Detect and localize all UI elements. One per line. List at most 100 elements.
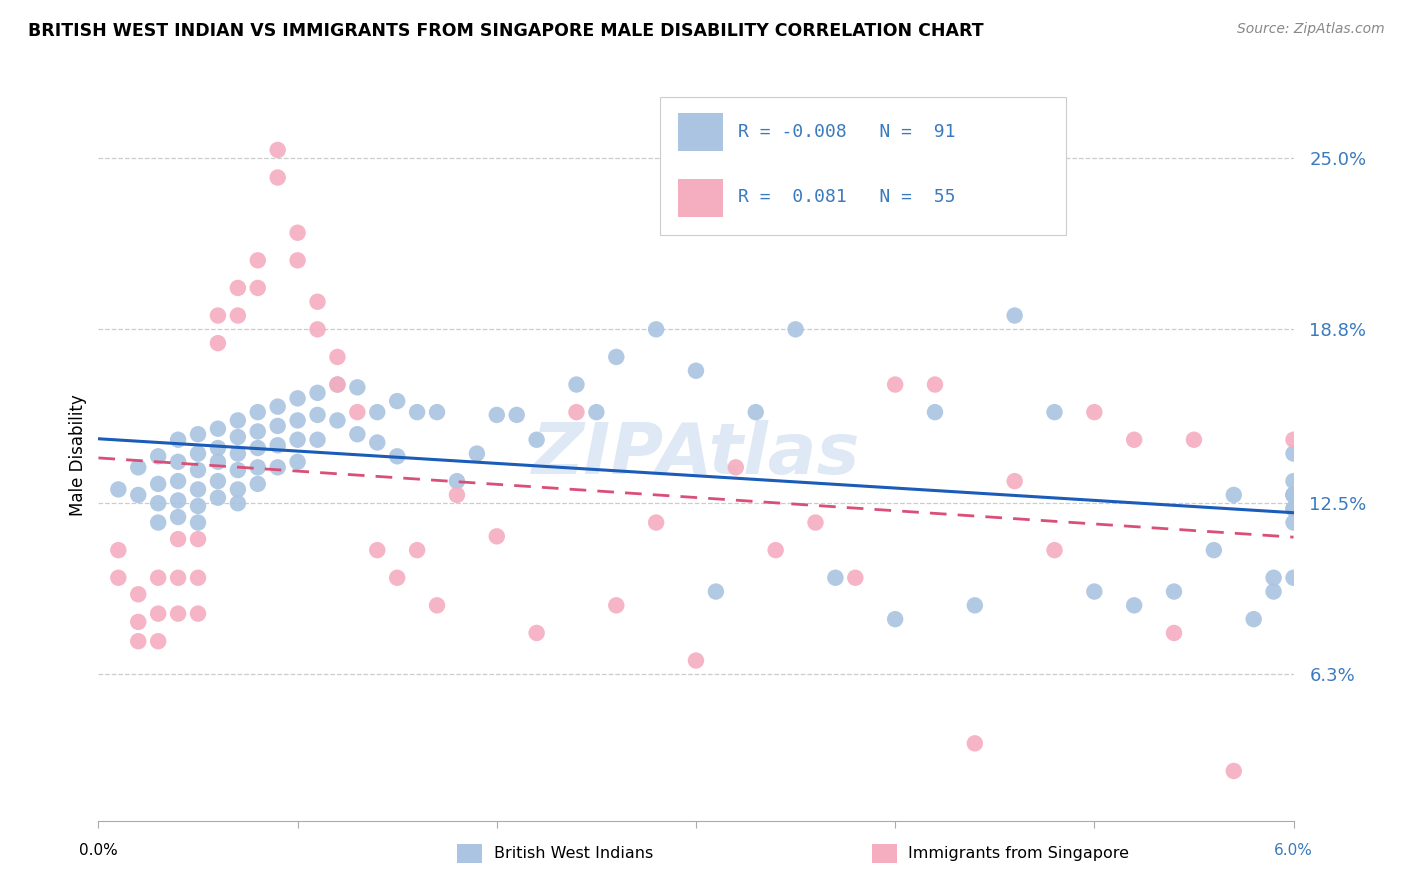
Point: [207, 422, 229, 436]
Point: [1163, 584, 1185, 599]
Point: [924, 377, 946, 392]
Point: [406, 543, 429, 558]
Point: [127, 634, 149, 648]
Point: [824, 571, 846, 585]
Point: [167, 493, 190, 508]
Point: [605, 599, 627, 613]
Text: ZIPAtlas: ZIPAtlas: [531, 420, 860, 490]
Point: [226, 483, 249, 497]
Point: [287, 253, 309, 268]
Point: [267, 400, 290, 414]
Point: [167, 571, 190, 585]
Point: [226, 463, 249, 477]
Point: [207, 455, 229, 469]
Point: [187, 446, 209, 460]
Point: [267, 419, 290, 434]
Point: [1004, 309, 1026, 323]
Point: [1223, 488, 1246, 502]
Point: [565, 377, 588, 392]
Point: [148, 634, 170, 648]
Point: [1123, 599, 1146, 613]
Point: [226, 496, 249, 510]
Point: [1004, 474, 1026, 488]
Point: [267, 170, 290, 185]
Point: [127, 488, 149, 502]
Point: [326, 350, 349, 364]
Text: British West Indians: British West Indians: [494, 847, 652, 861]
Point: [1282, 488, 1305, 502]
Point: [187, 571, 209, 585]
Point: [307, 408, 329, 422]
Point: [326, 413, 349, 427]
Point: [1083, 584, 1105, 599]
Point: [287, 455, 309, 469]
Point: [745, 405, 768, 419]
FancyBboxPatch shape: [678, 113, 724, 152]
Point: [506, 408, 529, 422]
Text: 6.0%: 6.0%: [1274, 843, 1313, 858]
Point: [884, 377, 907, 392]
Point: [148, 450, 170, 464]
Point: [884, 612, 907, 626]
Point: [804, 516, 827, 530]
Point: [426, 599, 449, 613]
Point: [267, 143, 290, 157]
Point: [1223, 764, 1246, 778]
Point: [187, 463, 209, 477]
Point: [1043, 405, 1066, 419]
Point: [426, 405, 449, 419]
Point: [148, 571, 170, 585]
Point: [246, 476, 269, 491]
Point: [1263, 584, 1285, 599]
Point: [148, 476, 170, 491]
Point: [187, 516, 209, 530]
Point: [1202, 543, 1225, 558]
Point: [1123, 433, 1146, 447]
Point: [1282, 501, 1305, 516]
Point: [605, 350, 627, 364]
Point: [107, 483, 129, 497]
Y-axis label: Male Disability: Male Disability: [69, 394, 87, 516]
Point: [107, 543, 129, 558]
Text: Source: ZipAtlas.com: Source: ZipAtlas.com: [1237, 22, 1385, 37]
Point: [406, 405, 429, 419]
Point: [226, 430, 249, 444]
Point: [385, 450, 409, 464]
Point: [307, 294, 329, 309]
Point: [207, 441, 229, 455]
Point: [226, 413, 249, 427]
Point: [187, 532, 209, 546]
Point: [1282, 516, 1305, 530]
Point: [127, 615, 149, 629]
Point: [645, 322, 668, 336]
Point: [526, 626, 548, 640]
Point: [1243, 612, 1265, 626]
Point: [785, 322, 807, 336]
Point: [385, 571, 409, 585]
Point: [246, 253, 269, 268]
FancyBboxPatch shape: [678, 179, 724, 218]
Point: [287, 413, 309, 427]
FancyBboxPatch shape: [661, 96, 1067, 235]
Point: [207, 491, 229, 505]
Point: [267, 438, 290, 452]
Point: [485, 408, 508, 422]
Point: [366, 405, 388, 419]
Point: [1282, 488, 1305, 502]
Point: [187, 427, 209, 442]
Point: [366, 435, 388, 450]
Point: [167, 532, 190, 546]
Point: [565, 405, 588, 419]
Point: [287, 392, 309, 406]
Point: [287, 226, 309, 240]
Point: [127, 460, 149, 475]
Point: [167, 607, 190, 621]
Point: [963, 599, 986, 613]
Point: [246, 405, 269, 419]
Point: [844, 571, 866, 585]
Point: [187, 483, 209, 497]
Point: [346, 427, 368, 442]
Text: Immigrants from Singapore: Immigrants from Singapore: [908, 847, 1129, 861]
Point: [446, 488, 468, 502]
Point: [148, 607, 170, 621]
